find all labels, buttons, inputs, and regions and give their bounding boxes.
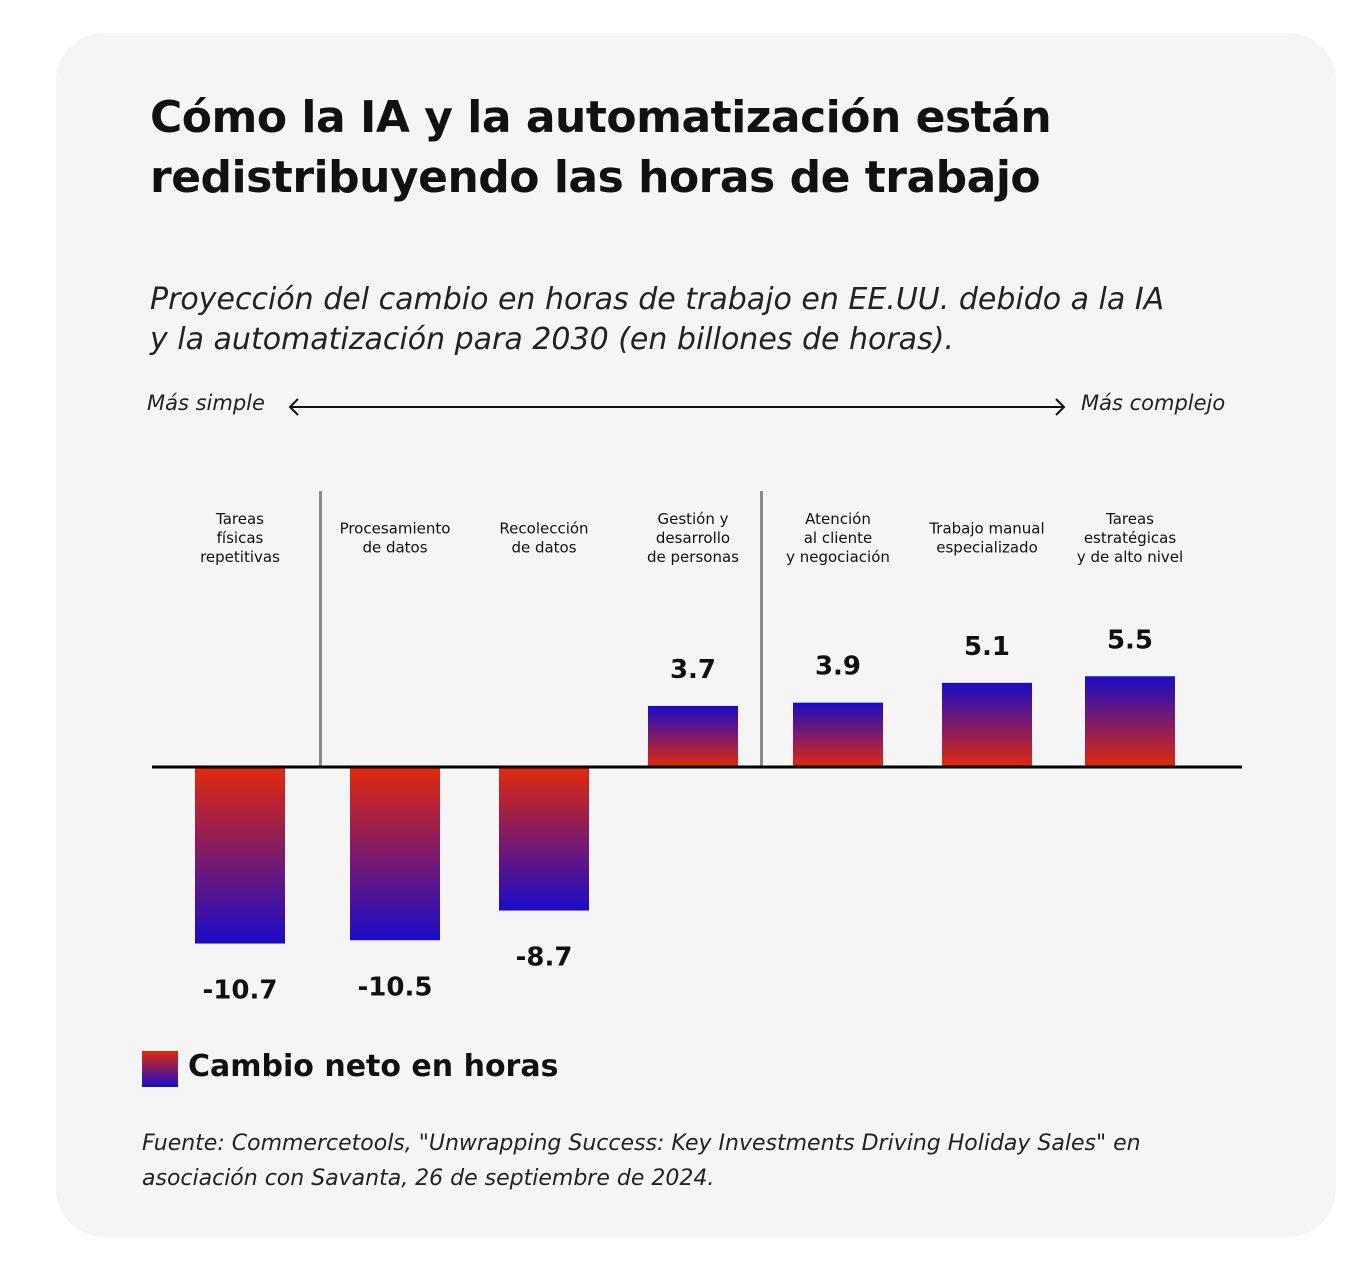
more-complex-axis-label: Más complejo [1081, 391, 1226, 415]
legend-swatch [142, 1051, 178, 1087]
bar-3 [499, 767, 589, 911]
category-label-2: Procesamiento de datos [340, 520, 451, 557]
value-label-7: 5.5 [1107, 625, 1153, 655]
chart-card [56, 33, 1336, 1237]
category-label-6: Trabajo manual especializado [928, 520, 1044, 557]
complexity-arrow-icon [288, 398, 1066, 416]
bar-6 [942, 682, 1032, 767]
bar-1 [195, 767, 285, 944]
chart-title: Cómo la IA y la automatización están redi… [150, 88, 1270, 208]
bar-7 [1085, 676, 1175, 767]
source-note: Fuente: Commercetools, "Unwrapping Succe… [142, 1126, 1262, 1196]
value-label-1: -10.7 [203, 976, 278, 1006]
subtitle-line-2: y la automatización para 2030 (en billon… [150, 322, 954, 357]
category-label-1: Tareas físicas repetitivas [200, 510, 280, 566]
bar-4 [648, 705, 738, 767]
value-label-3: -8.7 [516, 943, 573, 973]
category-label-7: Tareas estratégicas y de alto nivel [1077, 510, 1183, 566]
legend-label: Cambio neto en horas [188, 1049, 559, 1084]
bar-5 [793, 702, 883, 767]
value-label-6: 5.1 [964, 632, 1010, 662]
category-label-3: Recolección de datos [499, 520, 588, 557]
simpler-axis-label: Más simple [147, 391, 265, 415]
value-label-4: 3.7 [670, 655, 716, 685]
category-label-5: Atención al cliente y negociación [786, 510, 890, 566]
value-label-5: 3.9 [815, 652, 861, 682]
title-line-2: redistribuyendo las horas de trabajo [150, 152, 1041, 203]
subtitle-line-1: Proyección del cambio en horas de trabaj… [150, 282, 1165, 317]
source-line-1: Fuente: Commercetools, "Unwrapping Succe… [142, 1131, 1141, 1156]
category-label-4: Gestión y desarrollo de personas [647, 510, 739, 566]
title-line-1: Cómo la IA y la automatización están [150, 92, 1052, 143]
chart-subtitle: Proyección del cambio en horas de trabaj… [150, 280, 1270, 360]
bar-2 [350, 767, 440, 941]
source-line-2: asociación con Savanta, 26 de septiembre… [142, 1166, 715, 1191]
value-label-2: -10.5 [358, 972, 433, 1002]
